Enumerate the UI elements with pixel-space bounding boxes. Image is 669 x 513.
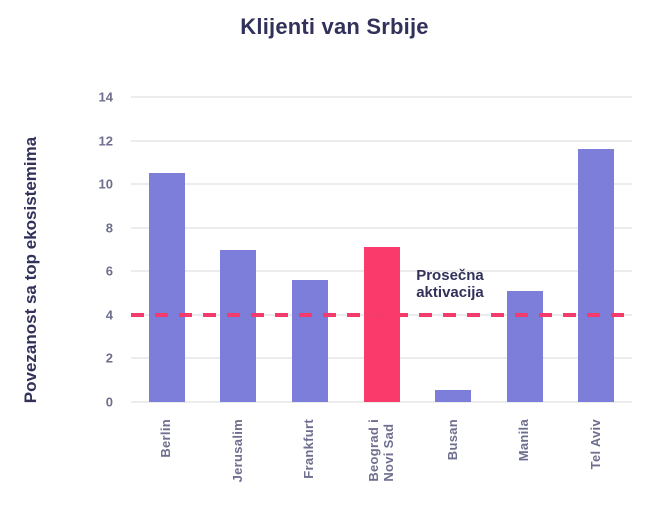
gridline (131, 139, 632, 142)
bar-slot (560, 97, 632, 402)
bar-manila (506, 290, 543, 402)
bar-slot (417, 97, 489, 402)
y-axis-tick-label: 10 (98, 176, 113, 192)
y-axis-tick-label: 0 (105, 394, 113, 410)
bar-slot (274, 97, 346, 402)
x-axis-category-label: Jerusalim (229, 419, 245, 483)
bar-beograd-i (363, 247, 400, 402)
bar-jerusalim (220, 249, 257, 402)
x-label-slot: Busan (417, 419, 489, 482)
gridline (131, 183, 632, 186)
y-axis-tick-labels: 0 2 4 6 8 10 12 14 (70, 91, 113, 409)
x-label-slot: Manila (489, 419, 561, 482)
x-label-slot: Tel Aviv (560, 419, 632, 482)
bar-slot (131, 97, 203, 402)
x-label-slot: Frankfurt (274, 419, 346, 482)
average-reference-line (131, 312, 632, 317)
plot-area: Prosečna aktivacija (131, 96, 632, 403)
y-axis-tick-label: 2 (105, 350, 113, 366)
y-axis-tick-label: 6 (105, 263, 113, 279)
x-axis-category-label: Busan (444, 419, 460, 461)
bar-berlin (148, 173, 185, 402)
bar-tel-aviv (578, 149, 615, 402)
reference-line-annotation: Prosečna aktivacija (416, 266, 484, 302)
gridline (131, 401, 632, 403)
y-axis-tick-label: 14 (98, 89, 113, 105)
y-axis-tick-label: 12 (98, 133, 113, 149)
bar-slot (203, 97, 275, 402)
x-axis-category-labels: Berlin Jerusalim Frankfurt Beograd i Novi S… (131, 419, 632, 482)
x-label-slot: Berlin (131, 419, 203, 482)
bar-slot (346, 97, 418, 402)
bar-frankfurt (291, 280, 328, 402)
x-label-slot: Beograd i Novi Sad (346, 419, 418, 482)
y-axis-title: Povezanost sa top ekosistemima (21, 136, 40, 404)
y-axis-tick-label: 8 (105, 220, 113, 236)
gridline (131, 96, 632, 98)
chart-title: Klijenti van Srbije (240, 14, 429, 39)
x-axis-category-label: Frankfurt (301, 419, 317, 479)
x-axis-category-label: Tel Aviv (587, 419, 603, 470)
bar-slot (489, 97, 561, 402)
x-axis-category-label: Berlin (158, 419, 174, 458)
x-label-slot: Jerusalim (203, 419, 275, 482)
x-axis-category-label: Manila (516, 419, 532, 462)
gridline (131, 226, 632, 229)
y-axis-tick-label: 4 (105, 307, 113, 323)
x-axis-category-label: Beograd i Novi Sad (365, 419, 396, 482)
bar-busan (435, 390, 472, 402)
bars-layer (131, 97, 632, 402)
